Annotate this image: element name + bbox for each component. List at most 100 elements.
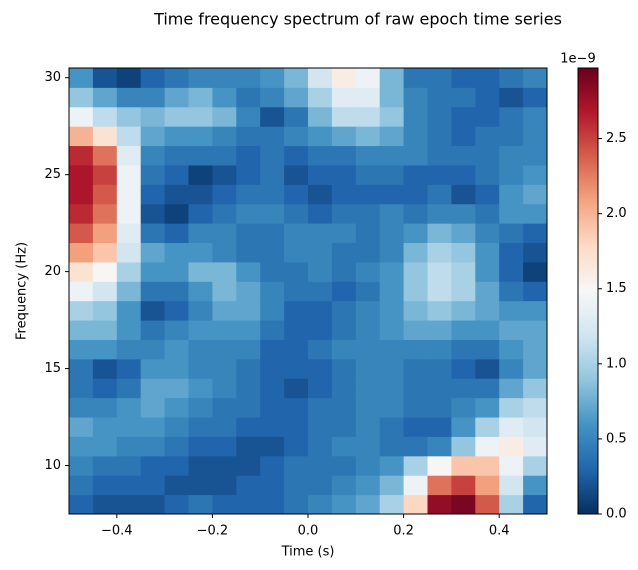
heatmap-cell [212,475,237,496]
heatmap-cell [308,223,333,244]
heatmap-cell [212,242,237,263]
heatmap-cell [164,126,189,147]
heatmap-cell [284,339,309,360]
heatmap-cell [403,203,428,224]
heatmap-cell [308,397,333,418]
heatmap-cell [331,397,357,418]
heatmap-cell [69,281,94,302]
heatmap-cell [260,378,285,399]
heatmap-cell [355,417,381,437]
heatmap-cell [69,494,94,515]
heatmap-cell [260,68,285,88]
heatmap-cell [92,417,118,437]
heatmap-cell [403,455,428,476]
heatmap-cell [355,475,381,496]
heatmap-cell [69,223,94,244]
heatmap-cell [140,242,166,263]
heatmap-cell [236,242,261,263]
heatmap-cell [427,378,452,399]
heatmap-cell [188,475,213,496]
heatmap-cell [523,223,548,244]
heatmap-cell [331,494,357,515]
heatmap-cell [475,397,500,418]
heatmap-cell [188,494,213,515]
heatmap-cell [451,261,476,282]
heatmap-cell [451,339,476,360]
heatmap-cell [308,320,333,340]
heatmap-cell [188,106,213,127]
heatmap-cell [164,300,189,321]
heatmap-cell [331,475,357,496]
heatmap-cell [284,300,309,321]
heatmap-cell [116,475,142,496]
heatmap-cell [379,300,405,321]
colorbar-tick-label: 2.5 [606,131,627,146]
heatmap-cell [499,300,524,321]
heatmap-cell [523,358,548,379]
heatmap-cell [403,475,428,496]
heatmap-cell [523,475,548,496]
heatmap-cell [188,242,213,263]
heatmap-cell [427,281,452,302]
heatmap-cell [164,164,189,185]
heatmap-cell [164,455,189,476]
heatmap-cell [427,223,452,244]
heatmap-cell [164,242,189,263]
heatmap-cell [69,184,94,205]
heatmap-cell [331,242,357,263]
heatmap-cell [451,417,476,437]
heatmap-cell [69,68,94,88]
heatmap-cell [236,106,261,127]
heatmap-cell [188,87,213,108]
heatmap-cell [475,164,500,185]
heatmap-cell [403,397,428,418]
heatmap-cell [188,126,213,147]
heatmap-cell [475,320,500,340]
heatmap-cell [116,300,142,321]
heatmap-cell [164,223,189,244]
heatmap-cell [92,145,118,166]
heatmap-cell [164,145,189,166]
heatmap-cell [403,126,428,147]
heatmap-cell [236,436,261,457]
heatmap-cell [188,339,213,360]
heatmap-cell [92,494,118,515]
heatmap-cell [116,436,142,457]
heatmap-cell [427,339,452,360]
heatmap-cell [379,320,405,340]
heatmap-cell [236,300,261,321]
heatmap-cell [212,145,237,166]
heatmap-cell [260,339,285,360]
heatmap-cell [475,203,500,224]
heatmap-cell [284,164,309,185]
heatmap-cell [284,358,309,379]
heatmap-cell [427,417,452,437]
heatmap-cell [451,475,476,496]
heatmap-cell [284,87,309,108]
heatmap-cell [403,68,428,88]
heatmap-cell [140,68,166,88]
heatmap-cell [284,494,309,515]
heatmap-cell [475,300,500,321]
heatmap-cell [308,281,333,302]
heatmap-cell [116,494,142,515]
heatmap-cell [475,281,500,302]
heatmap-cell [403,417,428,437]
heatmap-cell [92,300,118,321]
heatmap-cell [451,145,476,166]
heatmap-cell [475,68,500,88]
heatmap-cell [284,145,309,166]
heatmap-cell [331,358,357,379]
heatmap-cell [188,455,213,476]
heatmap-cell [475,455,500,476]
heatmap-cell [523,339,548,360]
heatmap-cell [140,358,166,379]
heatmap-cell [355,436,381,457]
heatmap-cell [140,320,166,340]
heatmap-cell [69,320,94,340]
heatmap-cell [116,281,142,302]
heatmap-cell [523,106,548,127]
heatmap-cell [355,223,381,244]
heatmap-cell [260,126,285,147]
heatmap-cell [499,203,524,224]
